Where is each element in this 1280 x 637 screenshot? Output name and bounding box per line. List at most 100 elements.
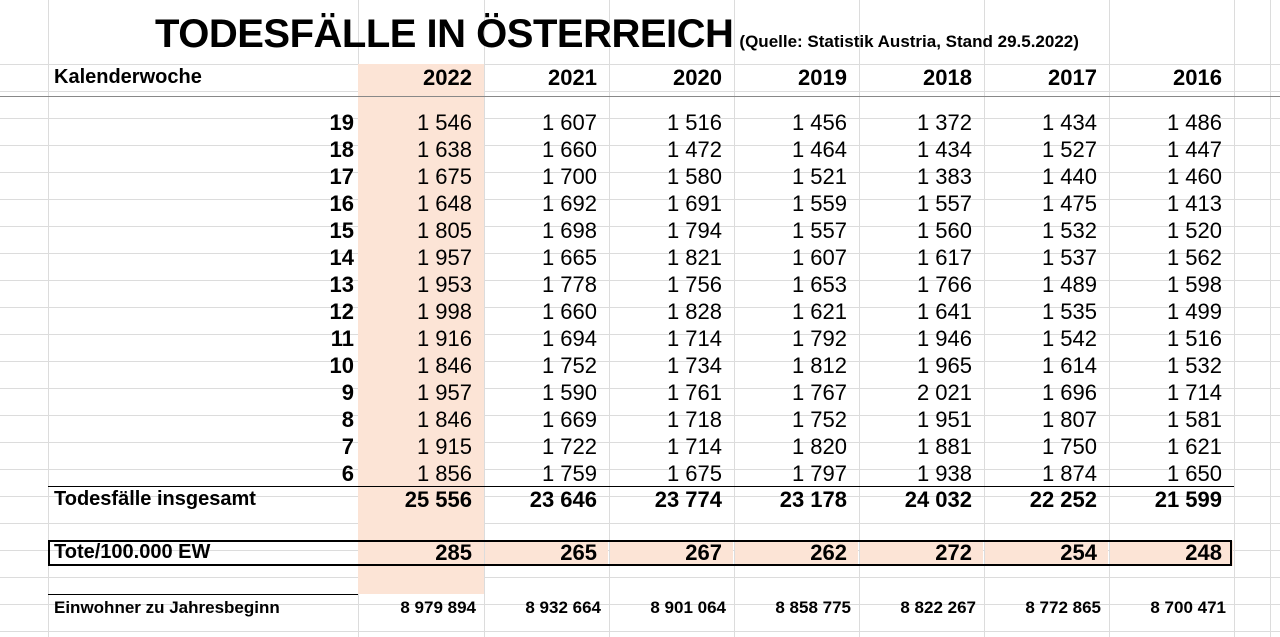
week-value[interactable]: 1 694	[541, 326, 597, 351]
week-value[interactable]: 1 521	[791, 164, 847, 189]
week-value[interactable]: 1 665	[541, 245, 597, 270]
week-value[interactable]: 1 946	[916, 326, 972, 351]
week-value[interactable]: 1 807	[1041, 407, 1097, 432]
week-value[interactable]: 1 434	[916, 137, 972, 162]
week-value[interactable]: 1 874	[1041, 461, 1097, 486]
totals-label[interactable]: Todesfälle insgesamt	[54, 488, 256, 510]
week-value[interactable]: 1 794	[666, 218, 722, 243]
per100k-value[interactable]: 254	[1060, 540, 1097, 565]
week-number[interactable]: 18	[329, 137, 354, 162]
week-value[interactable]: 1 607	[791, 245, 847, 270]
total-value[interactable]: 23 774	[654, 487, 722, 512]
year-header[interactable]: 2018	[923, 65, 972, 90]
population-value[interactable]: 8 901 064	[650, 598, 726, 617]
week-number[interactable]: 16	[329, 191, 354, 216]
week-value[interactable]: 1 532	[1041, 218, 1097, 243]
week-value[interactable]: 2 021	[916, 380, 972, 405]
week-value[interactable]: 1 499	[1166, 299, 1222, 324]
population-value[interactable]: 8 979 894	[400, 598, 476, 617]
week-number[interactable]: 8	[341, 407, 354, 432]
week-value[interactable]: 1 846	[416, 407, 472, 432]
week-value[interactable]: 1 828	[666, 299, 722, 324]
population-value[interactable]: 8 772 865	[1025, 598, 1101, 617]
week-value[interactable]: 1 520	[1166, 218, 1222, 243]
week-number[interactable]: 11	[330, 326, 354, 351]
week-value[interactable]: 1 617	[916, 245, 972, 270]
year-header[interactable]: 2017	[1048, 65, 1097, 90]
year-header[interactable]: 2022	[423, 65, 472, 90]
per100k-value[interactable]: 248	[1185, 540, 1222, 565]
population-value[interactable]: 8 858 775	[775, 598, 851, 617]
per100k-label[interactable]: Tote/100.000 EW	[54, 541, 211, 563]
week-value[interactable]: 1 650	[1166, 461, 1222, 486]
week-value[interactable]: 1 957	[416, 245, 472, 270]
week-value[interactable]: 1 607	[541, 110, 597, 135]
week-number[interactable]: 10	[329, 353, 354, 378]
week-value[interactable]: 1 460	[1166, 164, 1222, 189]
week-value[interactable]: 1 559	[791, 191, 847, 216]
week-value[interactable]: 1 434	[1041, 110, 1097, 135]
week-value[interactable]: 1 734	[666, 353, 722, 378]
week-value[interactable]: 1 998	[416, 299, 472, 324]
week-value[interactable]: 1 820	[791, 434, 847, 459]
week-value[interactable]: 1 660	[541, 137, 597, 162]
week-value[interactable]: 1 953	[416, 272, 472, 297]
week-value[interactable]: 1 714	[666, 434, 722, 459]
per100k-value[interactable]: 272	[935, 540, 972, 565]
week-value[interactable]: 1 413	[1166, 191, 1222, 216]
header-label[interactable]: Kalenderwoche	[54, 66, 202, 88]
week-value[interactable]: 1 489	[1041, 272, 1097, 297]
total-value[interactable]: 24 032	[904, 487, 972, 512]
week-value[interactable]: 1 752	[791, 407, 847, 432]
week-value[interactable]: 1 557	[916, 191, 972, 216]
week-value[interactable]: 1 675	[666, 461, 722, 486]
week-value[interactable]: 1 856	[416, 461, 472, 486]
year-header[interactable]: 2021	[548, 65, 597, 90]
week-number[interactable]: 7	[341, 434, 354, 459]
week-value[interactable]: 1 557	[791, 218, 847, 243]
week-value[interactable]: 1 669	[541, 407, 597, 432]
year-header[interactable]: 2019	[798, 65, 847, 90]
week-value[interactable]: 1 675	[416, 164, 472, 189]
week-value[interactable]: 1 714	[1166, 380, 1222, 405]
week-number[interactable]: 6	[341, 461, 354, 486]
week-value[interactable]: 1 957	[416, 380, 472, 405]
week-value[interactable]: 1 456	[791, 110, 847, 135]
week-value[interactable]: 1 447	[1166, 137, 1222, 162]
week-value[interactable]: 1 698	[541, 218, 597, 243]
week-number[interactable]: 19	[329, 110, 354, 135]
week-value[interactable]: 1 648	[416, 191, 472, 216]
week-value[interactable]: 1 440	[1041, 164, 1097, 189]
week-value[interactable]: 1 767	[791, 380, 847, 405]
week-value[interactable]: 1 714	[666, 326, 722, 351]
population-label[interactable]: Einwohner zu Jahresbeginn	[54, 598, 280, 617]
per100k-value[interactable]: 262	[810, 540, 847, 565]
week-value[interactable]: 1 915	[416, 434, 472, 459]
week-value[interactable]: 1 581	[1166, 407, 1222, 432]
week-value[interactable]: 1 383	[916, 164, 972, 189]
week-value[interactable]: 1 653	[791, 272, 847, 297]
week-value[interactable]: 1 562	[1166, 245, 1222, 270]
week-value[interactable]: 1 722	[541, 434, 597, 459]
population-value[interactable]: 8 700 471	[1150, 598, 1226, 617]
week-value[interactable]: 1 590	[541, 380, 597, 405]
total-value[interactable]: 25 556	[404, 487, 472, 512]
total-value[interactable]: 22 252	[1029, 487, 1097, 512]
week-value[interactable]: 1 756	[666, 272, 722, 297]
week-value[interactable]: 1 718	[666, 407, 722, 432]
week-value[interactable]: 1 759	[541, 461, 597, 486]
week-value[interactable]: 1 598	[1166, 272, 1222, 297]
week-value[interactable]: 1 778	[541, 272, 597, 297]
per100k-value[interactable]: 265	[560, 540, 597, 565]
week-value[interactable]: 1 580	[666, 164, 722, 189]
week-value[interactable]: 1 372	[916, 110, 972, 135]
week-value[interactable]: 1 464	[791, 137, 847, 162]
week-value[interactable]: 1 821	[666, 245, 722, 270]
week-value[interactable]: 1 537	[1041, 245, 1097, 270]
week-number[interactable]: 12	[329, 299, 354, 324]
week-value[interactable]: 1 766	[916, 272, 972, 297]
week-value[interactable]: 1 641	[916, 299, 972, 324]
week-number[interactable]: 15	[329, 218, 354, 243]
week-value[interactable]: 1 761	[666, 380, 722, 405]
week-value[interactable]: 1 660	[541, 299, 597, 324]
